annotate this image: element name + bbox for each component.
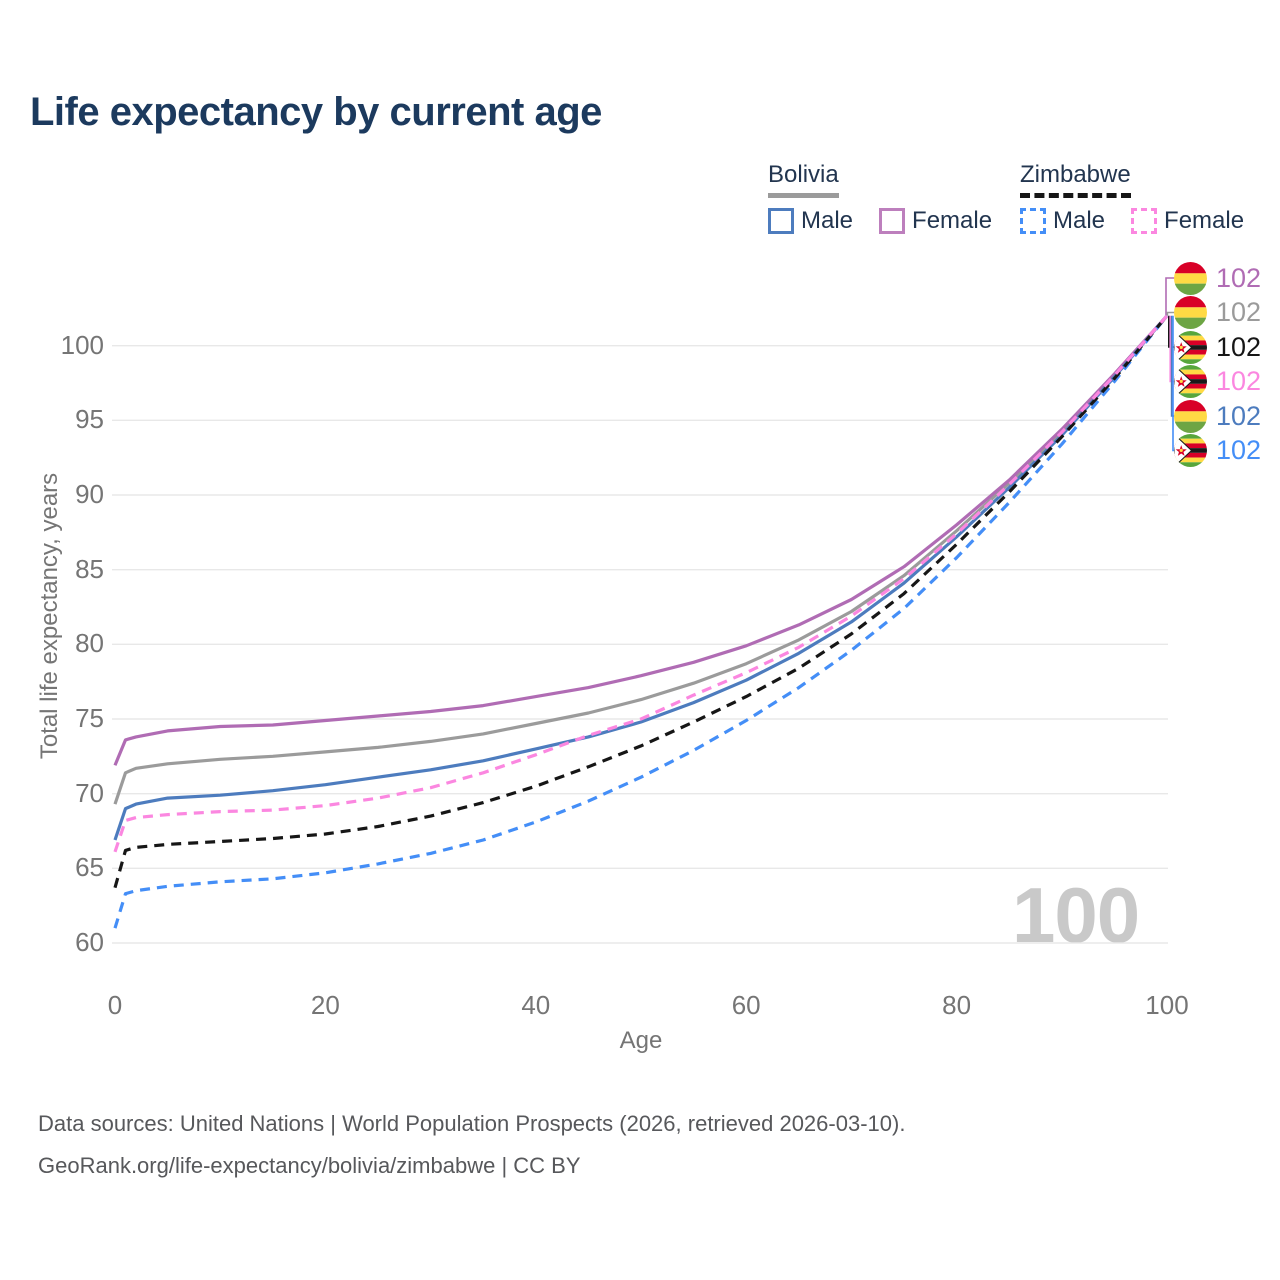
y-tick-label: 85 — [75, 553, 104, 584]
end-value: 102 — [1216, 262, 1262, 293]
series-line-zimbabwe-female — [113, 314, 1169, 853]
end-label-bolivia-both-sexes: 102 — [1174, 296, 1261, 330]
series-line-zimbabwe-male — [113, 314, 1169, 929]
legend-items-row: Male Female — [768, 207, 992, 235]
series-line-bolivia-male — [113, 314, 1169, 841]
legend-country-label-zimbabwe: Zimbabwe — [1020, 161, 1131, 198]
legend-item-zimbabwe-male[interactable]: Male — [1020, 207, 1105, 235]
legend-item-bolivia-male[interactable]: Male — [768, 207, 853, 235]
y-axis-title: Total life expectancy, years — [36, 472, 63, 760]
legend-item-label: Male — [1053, 207, 1106, 234]
zimbabwe-flag-icon — [1174, 365, 1207, 398]
chart-footer: Data sources: United Nations | World Pop… — [38, 1103, 905, 1187]
age-watermark: 100 — [1012, 871, 1140, 959]
end-value: 102 — [1216, 297, 1262, 327]
x-tick-label: 40 — [521, 990, 551, 1020]
legend-group-bolivia: Bolivia Male Female — [768, 161, 992, 235]
end-label-zimbabwe-male: 102 — [1174, 434, 1261, 468]
legend-item-label: Female — [1164, 207, 1245, 234]
x-tick-label: 60 — [731, 990, 761, 1020]
legend-swatch-icon — [768, 208, 794, 234]
y-tick-label: 65 — [75, 852, 104, 883]
end-label-zimbabwe-female: 102 — [1174, 365, 1261, 399]
footer-data-sources: Data sources: United Nations | World Pop… — [38, 1111, 906, 1136]
legend-swatch-icon — [879, 208, 906, 234]
series-line-bolivia-both-sexes — [113, 314, 1169, 805]
end-label-bolivia-male: 102 — [1174, 399, 1261, 433]
x-tick-label: 100 — [1145, 990, 1189, 1020]
end-value: 102 — [1216, 366, 1262, 396]
legend-item-label: Female — [912, 207, 993, 234]
legend-swatch-icon — [1131, 208, 1158, 234]
x-tick-label: 80 — [942, 990, 972, 1020]
legend-items-row: Male Female — [1020, 207, 1244, 235]
y-tick-label: 100 — [60, 329, 104, 360]
y-tick-label: 80 — [75, 628, 104, 659]
y-tick-label: 70 — [75, 777, 104, 808]
y-tick-label: 95 — [75, 404, 104, 435]
legend-item-label: Male — [801, 207, 854, 234]
end-value: 102 — [1216, 400, 1262, 431]
zimbabwe-flag-icon — [1174, 330, 1207, 364]
legend-item-bolivia-female[interactable]: Female — [879, 207, 992, 235]
bolivia-flag-icon — [1174, 296, 1207, 329]
footer-attribution: GeoRank.org/life-expectancy/bolivia/zimb… — [38, 1153, 581, 1178]
end-label-bolivia-female: 102 — [1174, 261, 1261, 295]
x-tick-label: 0 — [107, 990, 123, 1020]
y-tick-label: 60 — [75, 927, 104, 957]
x-tick-label: 20 — [310, 990, 340, 1020]
y-tick-label: 90 — [75, 479, 104, 509]
end-label-zimbabwe-both-sexes: 102 — [1174, 330, 1261, 364]
end-value: 102 — [1216, 435, 1262, 465]
bolivia-flag-icon — [1174, 261, 1207, 295]
legend-swatch-icon — [1020, 208, 1046, 234]
series-line-zimbabwe-both-sexes — [113, 314, 1169, 889]
bolivia-flag-icon — [1174, 399, 1207, 433]
y-tick-label: 75 — [75, 703, 104, 733]
zimbabwe-flag-icon — [1174, 434, 1207, 467]
legend-country-label-bolivia: Bolivia — [768, 161, 839, 198]
legend-item-zimbabwe-female[interactable]: Female — [1131, 207, 1244, 235]
end-value: 102 — [1216, 331, 1262, 362]
page-title: Life expectancy by current age — [30, 90, 602, 134]
legend-group-zimbabwe: Zimbabwe Male Female — [1020, 161, 1244, 235]
series-line-bolivia-female — [113, 314, 1169, 766]
x-axis-title: Age — [619, 1027, 663, 1054]
